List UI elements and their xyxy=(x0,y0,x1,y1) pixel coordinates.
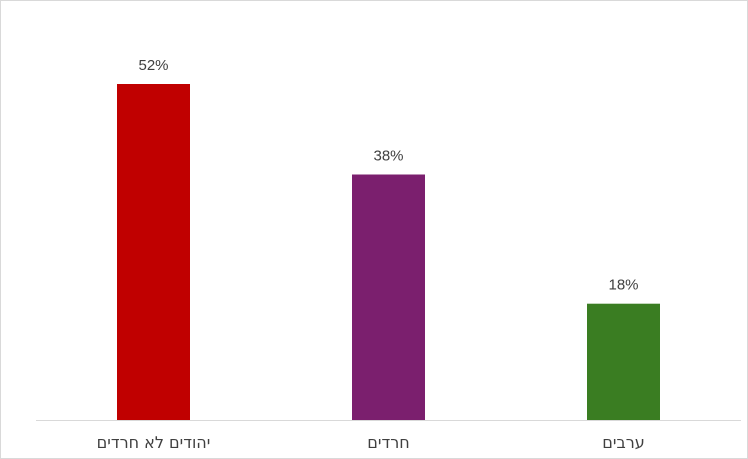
bar-3 xyxy=(587,303,660,420)
data-label-3: 18% xyxy=(608,277,638,294)
category-label-2: חרדים xyxy=(367,433,409,452)
bar-2 xyxy=(352,174,425,420)
data-label-2: 38% xyxy=(373,148,403,165)
bars-group xyxy=(117,84,660,420)
category-label-1: יהודים לא חרדים xyxy=(97,433,211,452)
data-label-1: 52% xyxy=(138,57,168,74)
category-label-3: ערבים xyxy=(602,433,645,452)
data-labels-group: 52% 38% 18% xyxy=(138,57,638,294)
category-labels-group: יהודים לא חרדים חרדים ערבים xyxy=(97,433,645,452)
bar-1 xyxy=(117,84,190,420)
